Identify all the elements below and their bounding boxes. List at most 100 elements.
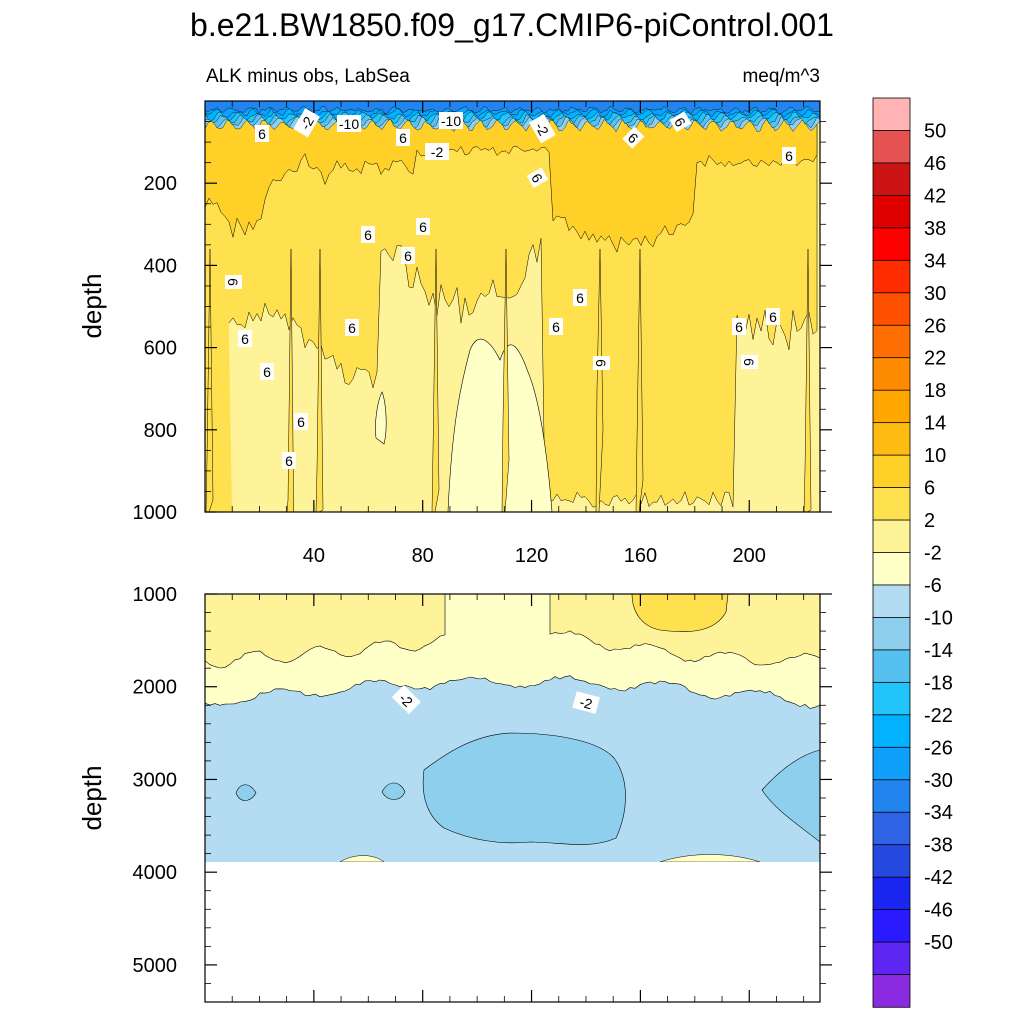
colorbar-label: 2 (924, 510, 935, 532)
field-neg6-neg10-center (422, 732, 626, 845)
lower-contour-fill (205, 594, 820, 1002)
field-neg6-neg10-right (761, 749, 820, 843)
colorbar-label: 42 (924, 185, 946, 207)
svg-text:6: 6 (785, 148, 793, 164)
colorbar-label: -18 (924, 672, 953, 694)
svg-text:6: 6 (593, 359, 609, 367)
lower-axes: 1000 2000 3000 4000 5000 (133, 584, 832, 1002)
colorbar-label: -2 (924, 543, 942, 565)
upper-contour-fill (205, 101, 820, 512)
svg-text:6: 6 (419, 219, 427, 235)
y-tick-label: 3000 (133, 769, 178, 791)
colorbar-label: -6 (924, 575, 942, 597)
colorbar-swatch (872, 876, 911, 911)
y-tick-label: 400 (144, 255, 177, 277)
contour-label: 6 (766, 308, 780, 325)
svg-text:6: 6 (404, 248, 412, 264)
contour-label: 6 (549, 318, 563, 335)
colorbar-swatch (872, 909, 911, 943)
contour-label: -10 (439, 112, 463, 129)
lower-y-axis-label: depth (77, 765, 107, 830)
svg-text:6: 6 (348, 320, 356, 336)
contour-label: 6 (345, 319, 359, 336)
colorbar-swatch (872, 259, 911, 294)
field-neg6-neg10-small (381, 782, 406, 800)
colorbar-swatch (872, 844, 911, 878)
contour-label: 6 (782, 147, 796, 164)
colorbar-swatch (872, 584, 911, 619)
svg-text:6: 6 (263, 364, 271, 380)
colorbar-swatch (872, 389, 911, 424)
y-tick-label: 2000 (133, 677, 178, 699)
colorbar-label: 10 (924, 445, 946, 467)
colorbar-label: 46 (924, 153, 946, 175)
colorbar-swatch (872, 487, 911, 521)
colorbar-swatch (872, 714, 911, 748)
colorbar-swatch (872, 811, 911, 846)
field-neg2-2-bottom (659, 854, 761, 862)
colorbar-labels: 50 46 42 38 34 30 26 22 18 14 10 6 2 -2 -6 -10 -14 -18 -22… (924, 120, 953, 954)
contour-label: 6 (416, 218, 430, 235)
y-tick-label: 1000 (133, 502, 178, 524)
x-tick-label: 120 (515, 545, 548, 567)
x-tick-label: 80 (412, 545, 434, 567)
colorbar-swatch (872, 357, 911, 391)
field-6-10-streak (501, 248, 510, 512)
field-6-10-patch (631, 594, 729, 632)
colorbar-swatch (872, 194, 911, 229)
contour-label: 6 (669, 111, 692, 133)
field-surface-negative (205, 101, 820, 115)
contour-label: 6 (396, 129, 410, 146)
colorbar-label: 18 (924, 380, 946, 402)
contour-label: 6 (294, 413, 308, 430)
svg-text:6: 6 (241, 331, 249, 347)
colorbar-swatch (872, 746, 911, 781)
colorbar-label: -34 (924, 802, 953, 824)
contour-label: 6 (741, 355, 758, 369)
colorbar-swatch (872, 162, 911, 197)
contour-label: 6 (526, 167, 549, 189)
upper-y-axis-label: depth (77, 273, 107, 338)
svg-text:-10: -10 (339, 116, 359, 132)
contour-label: -10 (337, 115, 361, 132)
contour-label: 6 (225, 275, 242, 289)
colorbar-label: 38 (924, 218, 946, 240)
svg-text:6: 6 (552, 319, 560, 335)
svg-text:6: 6 (225, 278, 241, 286)
colorbar-swatch (872, 779, 911, 813)
field-6-10-streak (315, 248, 324, 512)
y-tick-label: 1000 (133, 584, 178, 606)
y-tick-label: 200 (144, 173, 177, 195)
svg-text:-10: -10 (441, 113, 461, 129)
colorbar-label: -14 (924, 640, 953, 662)
contour-label: -2 (572, 691, 600, 714)
colorbar-label: -38 (924, 835, 953, 857)
svg-text:6: 6 (741, 358, 757, 366)
contour-label: 6 (260, 363, 274, 380)
y-tick-label: 5000 (133, 955, 178, 977)
colorbar-label: 6 (924, 478, 935, 500)
svg-text:6: 6 (285, 453, 293, 469)
contour-label: -2 (425, 143, 449, 160)
colorbar-swatch (872, 681, 911, 716)
contour-label: 6 (255, 125, 269, 142)
colorbar-label: 14 (924, 413, 946, 435)
field-neg2-2-core (447, 338, 553, 512)
colorbar-swatch (872, 649, 911, 684)
svg-text:-2: -2 (431, 144, 444, 160)
lower-panel: -2 -2 1000 2000 3000 4000 5000 depth (77, 584, 832, 1003)
colorbar-label: -50 (924, 932, 953, 954)
colorbar-swatch (872, 519, 911, 554)
land-mask (205, 862, 820, 1002)
field-2-6-left (205, 594, 446, 669)
lower-contour-labels: -2 -2 (391, 685, 600, 715)
colorbar-label: 22 (924, 348, 946, 370)
field-6-10-streak (803, 248, 812, 512)
svg-text:6: 6 (297, 414, 305, 430)
contour-label: 6 (361, 226, 375, 243)
colorbar-label: -22 (924, 705, 953, 727)
colorbar-swatch (872, 227, 911, 262)
